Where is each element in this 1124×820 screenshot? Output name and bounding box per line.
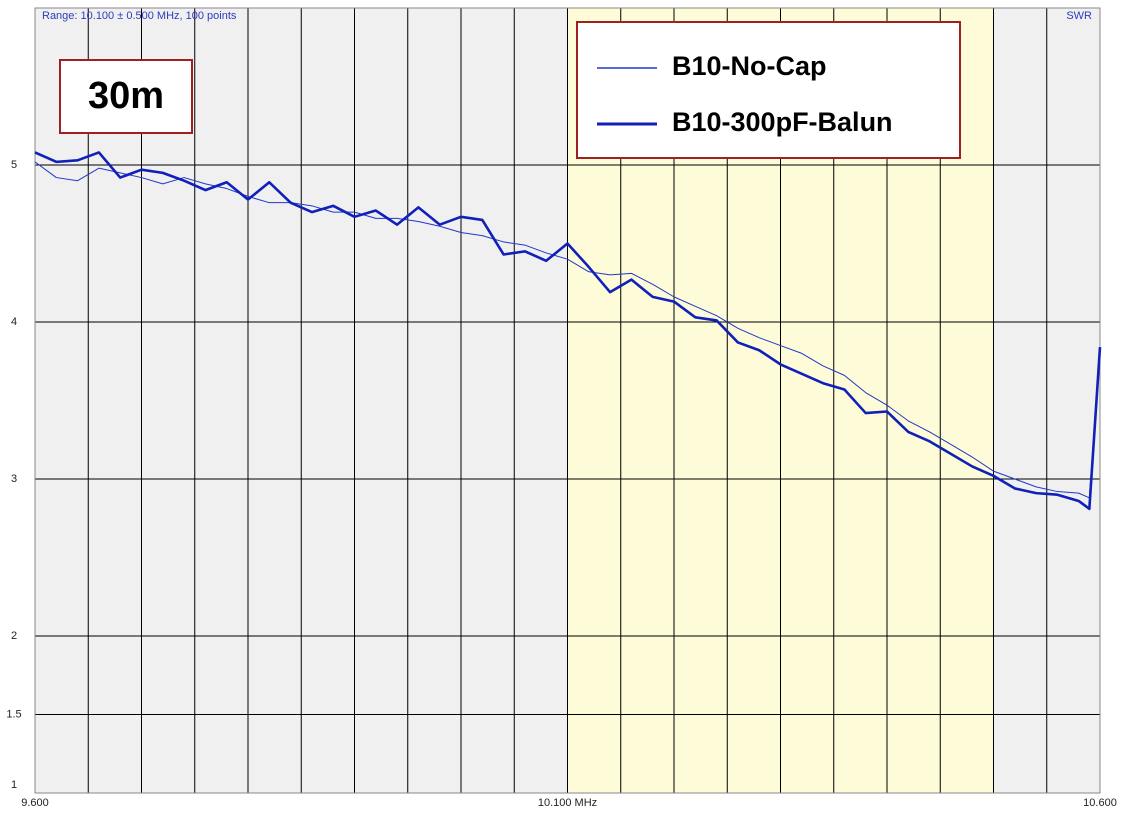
y-tick-label: 5 bbox=[11, 159, 17, 171]
legend-label: B10-300pF-Balun bbox=[672, 107, 893, 137]
y-axis-label: SWR bbox=[1066, 10, 1092, 22]
x-tick-label: 9.600 bbox=[21, 797, 49, 809]
x-tick-label: 10.100 MHz bbox=[538, 797, 597, 809]
y-tick-label: 2 bbox=[11, 630, 17, 642]
annotation: 30m bbox=[88, 75, 164, 117]
y-tick-label: 1 bbox=[11, 779, 17, 791]
series-line bbox=[34, 151, 1102, 511]
y-tick-label: 1.5 bbox=[6, 708, 21, 720]
annotation-box bbox=[59, 59, 193, 134]
y-tick-label: 3 bbox=[11, 473, 17, 485]
plot-frame bbox=[34, 7, 1101, 794]
legend-box bbox=[576, 21, 961, 159]
y-tick-label: 4 bbox=[11, 316, 17, 328]
x-tick-label: 10.600 bbox=[1083, 797, 1117, 809]
legend-label: B10-No-Cap bbox=[672, 51, 827, 81]
chart-title: Range: 10.100 ± 0.500 MHz, 100 points bbox=[42, 10, 237, 22]
